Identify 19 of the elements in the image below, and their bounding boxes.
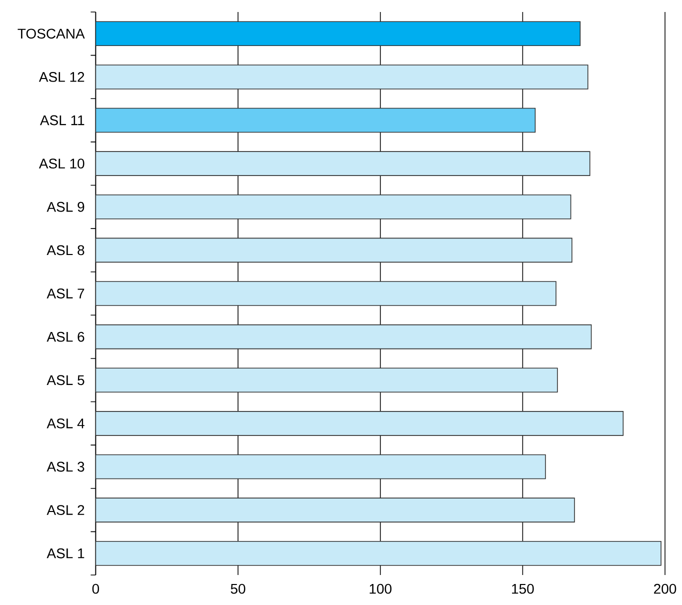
- y-tick-label: ASL 6: [46, 332, 84, 342]
- x-tick-label: 150: [512, 584, 534, 594]
- y-tick-label: ASL 5: [46, 375, 84, 386]
- x-tick-label: 100: [370, 584, 392, 594]
- y-tick-label: ASL 10: [38, 158, 84, 169]
- y-tick-label: ASL 4: [46, 418, 84, 428]
- x-tick-label: 50: [230, 584, 246, 594]
- y-tick-label: ASL 11: [40, 115, 84, 126]
- y-tick-label: ASL 2: [46, 505, 84, 516]
- y-tick-label: ASL 3: [46, 462, 84, 472]
- y-tick-label: ASL 1: [46, 548, 84, 558]
- x-tick-label: 0: [92, 584, 100, 594]
- y-tick-label: ASL 9: [46, 202, 84, 212]
- y-tick-label: ASL 12: [38, 72, 84, 82]
- x-tick-label: 200: [654, 584, 676, 594]
- y-tick-label: ASL 7: [46, 288, 84, 298]
- bar: [96, 411, 624, 436]
- y-tick-label: TOSCANA: [18, 28, 85, 39]
- y-tick-label: ASL 8: [46, 245, 84, 256]
